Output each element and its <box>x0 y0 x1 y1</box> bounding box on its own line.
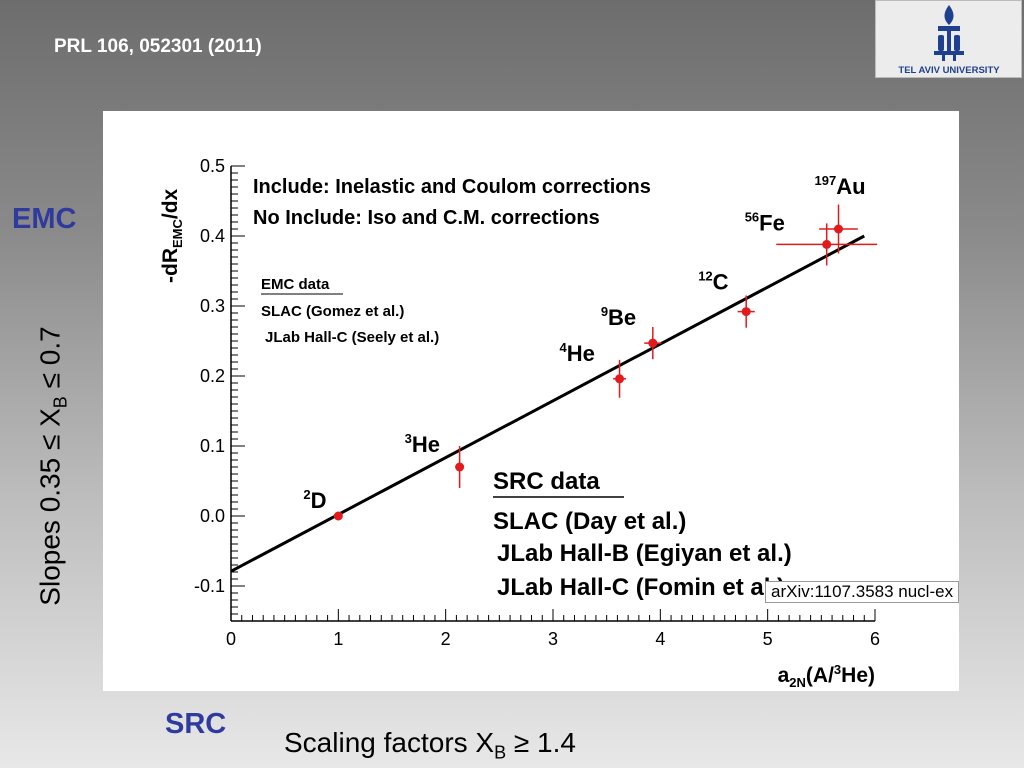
annotation-text: Include: Inelastic and Coulom correction… <box>253 176 651 198</box>
emc-label: EMC <box>12 203 77 235</box>
x-tick-label: 6 <box>870 629 880 649</box>
x-tick-label: 5 <box>763 629 773 649</box>
data-point <box>455 462 465 472</box>
annotation-text: No Include: Iso and C.M. corrections <box>253 207 600 229</box>
slopes-label: Slopes 0.35 ≤ XB ≤ 0.7 <box>35 326 72 605</box>
data-point <box>333 511 343 521</box>
emc-src-correlation-chart: 0 1 2 3 4 5 6 -0.1 0.0 0.1 0.2 0.3 0.4 0.5 a2N(A/3He) -… <box>159 156 880 690</box>
src-label: SRC <box>165 708 227 740</box>
emc-legend-item: SLAC (Gomez et al.) <box>261 303 404 320</box>
x-axis-title: a2N(A/3He) <box>778 662 875 690</box>
slopes-label-tail: ≤ 0.7 <box>34 326 66 397</box>
scaling-label-sub: B <box>494 742 507 763</box>
chart-panel: 0 1 2 3 4 5 6 -0.1 0.0 0.1 0.2 0.3 0.4 0.5 a2N(A/3He) -… <box>103 111 959 691</box>
logo-text: TEL AVIV UNIVERSITY <box>898 65 1000 76</box>
data-point <box>615 374 625 384</box>
scaling-label-tail: ≥ 1.4 <box>506 727 576 758</box>
y-tick-label: -0.1 <box>194 576 225 596</box>
y-tick-label: 0.5 <box>200 156 225 176</box>
emc-legend-item: JLab Hall-C (Seely et al.) <box>265 329 439 346</box>
scaling-label-text: Scaling factors X <box>284 727 495 758</box>
y-tick-label: 0.1 <box>200 436 225 456</box>
y-tick-label: 0.2 <box>200 366 225 386</box>
point-label: 2D <box>303 487 326 513</box>
point-label: 56Fe <box>745 209 785 235</box>
reference-title: PRL 106, 052301 (2011) <box>54 36 262 57</box>
point-label: 9Be <box>601 304 636 330</box>
emc-legend-title: EMC data <box>261 276 330 293</box>
x-tick-label: 4 <box>655 629 665 649</box>
x-tick-label: 3 <box>548 629 558 649</box>
arxiv-reference: arXiv:1107.3583 nucl-ex <box>765 581 960 603</box>
point-label: 12C <box>698 269 728 295</box>
point-label: 4He <box>560 340 595 366</box>
src-legend-item: SLAC (Day et al.) <box>493 508 686 535</box>
slopes-label-text: Slopes 0.35 ≤ X <box>34 408 66 606</box>
y-tick-label: 0.0 <box>200 506 225 526</box>
y-tick-label: 0.4 <box>200 226 225 246</box>
scaling-label: Scaling factors XB ≥ 1.4 <box>284 727 576 764</box>
src-legend-item: JLab Hall-B (Egiyan et al.) <box>497 540 792 567</box>
y-tick-label: 0.3 <box>200 296 225 316</box>
point-label: 197Au <box>815 173 866 199</box>
slopes-label-sub: B <box>50 396 71 409</box>
point-label: 3He <box>405 431 440 457</box>
data-point <box>822 239 832 249</box>
x-tick-label: 1 <box>333 629 343 649</box>
src-legend-item: JLab Hall-C (Fomin et al.) <box>497 574 785 601</box>
data-point <box>648 338 658 348</box>
x-tick-label: 2 <box>441 629 451 649</box>
tel-aviv-university-logo: TEL AVIV UNIVERSITY <box>875 0 1022 78</box>
x-tick-label: 0 <box>226 629 236 649</box>
menorah-logo-icon: TEL AVIV UNIVERSITY <box>898 5 1000 76</box>
y-axis-title: -dREMC/dx <box>159 188 185 283</box>
data-point <box>741 307 751 317</box>
data-point <box>834 224 844 234</box>
src-legend-title: SRC data <box>493 468 600 495</box>
